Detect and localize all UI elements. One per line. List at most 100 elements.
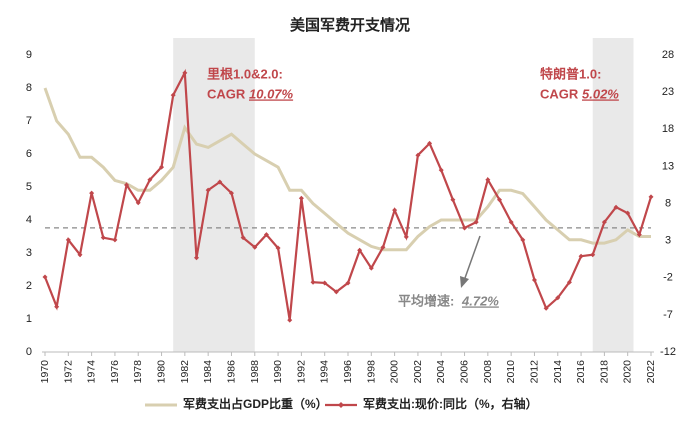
data-point	[89, 190, 95, 196]
y2-tick-label: 23	[662, 86, 674, 98]
data-point	[392, 207, 398, 213]
y-tick-label: 2	[26, 280, 32, 292]
data-point	[310, 279, 316, 285]
x-tick-label: 2020	[622, 360, 634, 384]
average-text: 平均增速:	[398, 293, 454, 308]
x-tick-label: 1980	[156, 360, 168, 384]
data-point	[170, 92, 176, 98]
data-point	[497, 197, 502, 203]
data-point	[438, 167, 444, 173]
data-point	[601, 219, 607, 225]
data-point	[287, 317, 293, 323]
data-point	[54, 304, 60, 310]
data-point	[473, 219, 479, 225]
data-point	[240, 235, 246, 241]
data-point	[194, 255, 199, 261]
x-tick-label: 1974	[86, 360, 98, 384]
y2-tick-label: 8	[665, 197, 671, 209]
series-line	[43, 87, 651, 252]
data-point	[124, 182, 130, 188]
y2-tick-label: 28	[662, 49, 674, 61]
y-tick-label: 7	[26, 115, 32, 127]
data-point	[520, 237, 526, 243]
data-point	[636, 232, 642, 238]
x-tick-label: 1998	[365, 360, 377, 384]
data-point	[380, 244, 386, 250]
data-point	[217, 179, 223, 185]
legend-label: 军费支出:现价:同比（%，右轴）	[363, 396, 538, 411]
data-point	[205, 187, 211, 193]
y-tick-label: 8	[26, 82, 32, 94]
data-point	[345, 280, 351, 286]
data-point	[531, 277, 537, 283]
y2-tick-label: 3	[665, 235, 671, 247]
data-point	[462, 225, 468, 231]
data-point	[648, 194, 654, 200]
x-tick-label: 1970	[39, 360, 51, 384]
x-tick-label: 2004	[435, 360, 447, 384]
data-point	[252, 244, 258, 250]
y2-tick-label: -2	[663, 272, 673, 284]
data-point	[368, 265, 374, 271]
x-tick-label: 2016	[575, 360, 587, 384]
data-point	[228, 190, 234, 196]
x-tick-label: 2012	[528, 360, 540, 384]
x-tick-label: 1990	[272, 360, 284, 384]
y-tick-label: 5	[26, 181, 32, 193]
data-point	[543, 305, 549, 311]
legend-marker	[338, 402, 344, 408]
data-point	[566, 279, 572, 285]
y-tick-label: 6	[26, 148, 32, 160]
annotation: 里根1.0&2.0:	[207, 66, 283, 81]
arrow-head	[460, 276, 469, 288]
data-point	[147, 177, 153, 183]
data-point	[485, 177, 491, 183]
data-point	[65, 237, 71, 243]
data-point	[555, 295, 561, 301]
data-point	[182, 70, 188, 76]
x-tick-label: 2022	[645, 360, 657, 384]
annotation-cagr-text: CAGR	[207, 86, 246, 101]
x-tick-label: 1994	[319, 360, 331, 384]
x-tick-label: 1992	[295, 360, 307, 384]
arrow	[464, 235, 481, 279]
shaded-span	[592, 38, 634, 352]
y-tick-label: 1	[26, 313, 32, 325]
average-label: 4.72%	[461, 293, 499, 308]
x-tick-label: 2014	[552, 360, 564, 384]
y-tick-label: 0	[26, 346, 32, 358]
data-point	[100, 235, 106, 241]
x-tick-label: 1978	[132, 360, 144, 384]
data-point	[625, 210, 631, 216]
chart-title: 美国军费开支情况	[290, 16, 410, 34]
data-point	[135, 200, 141, 206]
x-tick-label: 1984	[202, 360, 214, 384]
data-point	[427, 140, 433, 146]
data-point	[263, 232, 269, 238]
data-point	[590, 252, 596, 258]
data-point	[403, 234, 409, 240]
data-point	[298, 195, 304, 201]
x-tick-label: 1976	[109, 360, 121, 384]
y2-tick-label: -12	[660, 346, 676, 358]
y2-tick-label: 13	[662, 160, 674, 172]
data-point	[450, 197, 456, 203]
x-tick-label: 1988	[249, 360, 261, 384]
y-tick-label: 3	[26, 247, 32, 259]
annotation: 特朗普1.0:	[540, 66, 601, 81]
x-tick-label: 1972	[62, 360, 74, 384]
data-point	[508, 219, 514, 225]
data-point	[112, 237, 118, 243]
data-point	[42, 274, 48, 280]
data-point	[333, 289, 339, 295]
x-tick-label: 1986	[225, 360, 237, 384]
data-point	[77, 252, 83, 258]
annotation-cagr: 10.07%	[249, 86, 294, 101]
data-point	[613, 204, 619, 210]
x-tick-label: 2010	[505, 360, 517, 384]
y2-tick-label: 18	[662, 123, 674, 135]
data-point	[357, 247, 363, 253]
data-point	[578, 253, 584, 259]
x-tick-label: 2006	[459, 360, 471, 384]
